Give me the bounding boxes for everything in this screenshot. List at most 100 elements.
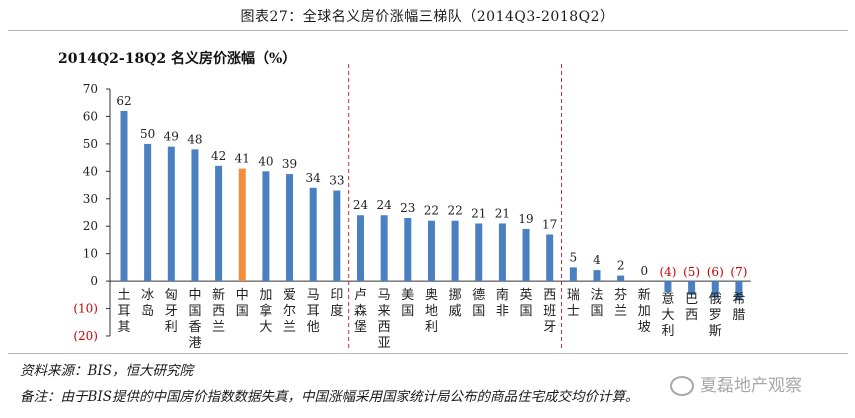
bar (120, 110, 128, 282)
category-label: 大 (259, 320, 272, 335)
bar (286, 174, 294, 282)
category-label: 西 (543, 288, 556, 303)
category-label: 岛 (141, 303, 154, 319)
category-label: 新 (638, 287, 651, 303)
bar-value-label: 48 (187, 132, 202, 146)
watermark: 夏磊地产观察 (670, 371, 802, 396)
bar-value-label: 21 (495, 206, 510, 220)
y-tick-label: 60 (83, 109, 98, 123)
bar (357, 215, 364, 282)
bar (593, 270, 601, 282)
bar (569, 267, 577, 282)
bar (191, 149, 199, 282)
bar-value-label: 40 (258, 154, 273, 168)
category-label: 兰 (212, 320, 225, 335)
bar-value-label: 33 (329, 174, 344, 188)
bar-value-label: 50 (140, 127, 155, 141)
category-label: 土 (117, 288, 130, 303)
source-divider (8, 353, 848, 354)
category-label: 他 (307, 320, 320, 335)
remark-note: 备注：由于BIS提供的中国房价指数数据失真，中国涨幅采用国家统计局公布的商品住宅… (20, 389, 639, 405)
chart-title: 2014Q2-18Q2 名义房价涨幅（%） (58, 51, 297, 67)
watermark-text: 夏磊地产观察 (700, 376, 802, 396)
category-label: 西 (212, 304, 225, 319)
bar-value-label: 19 (518, 212, 533, 226)
bar (640, 281, 648, 282)
bar-value-label: 22 (447, 204, 462, 218)
bar (333, 190, 341, 282)
bar-value-label: 41 (235, 152, 250, 166)
category-label: 冰 (141, 288, 154, 303)
category-label: 森 (354, 304, 367, 319)
y-tick-label: 10 (83, 247, 98, 261)
bar (688, 281, 696, 295)
category-label: 法 (590, 288, 603, 303)
bar (522, 228, 530, 282)
bar (238, 168, 246, 282)
category-label: 堡 (354, 319, 367, 335)
category-label: 国 (236, 304, 249, 319)
category-label: 罗 (709, 308, 722, 323)
category-label: 挪 (449, 288, 462, 303)
category-label: 度 (330, 303, 343, 319)
bar-value-label: (4) (659, 265, 676, 279)
y-tick-label: 30 (83, 192, 98, 206)
bar-value-label: 2 (617, 259, 625, 273)
bar-value-label: (5) (683, 265, 700, 279)
bar (664, 281, 672, 293)
category-label: 港 (188, 336, 201, 351)
bar (167, 146, 175, 282)
category-label: 威 (449, 304, 462, 319)
category-label: 尔 (283, 304, 296, 319)
bar (262, 171, 270, 282)
category-label: 印 (330, 288, 343, 303)
category-label: 大 (661, 308, 674, 323)
bar (735, 281, 743, 301)
bar-value-label: 0 (640, 264, 648, 278)
category-label: 瑞 (567, 288, 580, 303)
bar-value-label: 4 (593, 253, 601, 267)
bar (498, 223, 506, 282)
bar-value-label: 23 (400, 201, 415, 215)
category-label: 加 (259, 288, 272, 303)
bar-value-label: 21 (471, 206, 486, 220)
category-label: 利 (425, 320, 438, 335)
category-label: 利 (661, 324, 674, 339)
category-label: 加 (638, 304, 651, 319)
bar-value-label: 22 (424, 204, 439, 218)
bar (546, 234, 554, 282)
bar (475, 223, 483, 282)
category-label: 来 (378, 304, 391, 319)
bar-value-label: 39 (282, 157, 297, 171)
category-label: 国 (520, 304, 533, 319)
category-label: 国 (590, 304, 603, 319)
bar (427, 220, 435, 282)
category-label: 其 (117, 320, 130, 335)
category-label: 士 (567, 304, 580, 319)
y-tick-label: 40 (83, 164, 98, 178)
category-label: 西 (685, 308, 698, 323)
category-label: 亚 (378, 336, 391, 351)
category-label: 耳 (117, 304, 130, 319)
category-label: 兰 (614, 304, 627, 319)
category-label: 地 (425, 304, 438, 319)
category-label: 坡 (638, 320, 651, 335)
category-label: 非 (496, 304, 509, 319)
category-label: 卢 (354, 287, 367, 303)
category-label: 巴 (685, 292, 698, 307)
bar-value-label: 42 (211, 149, 226, 163)
category-label: 国 (401, 304, 414, 319)
bar-value-label: 17 (542, 217, 557, 231)
bar (215, 165, 223, 282)
category-label: 德 (472, 288, 485, 303)
category-label: 班 (543, 304, 556, 319)
category-label: 马 (307, 288, 320, 303)
bar (309, 187, 317, 282)
category-label: 中 (188, 288, 201, 303)
category-label: 耳 (307, 304, 320, 319)
title-divider (8, 30, 848, 31)
category-label: 牙 (165, 304, 178, 319)
category-label: 国 (472, 304, 485, 319)
bar (380, 215, 388, 282)
